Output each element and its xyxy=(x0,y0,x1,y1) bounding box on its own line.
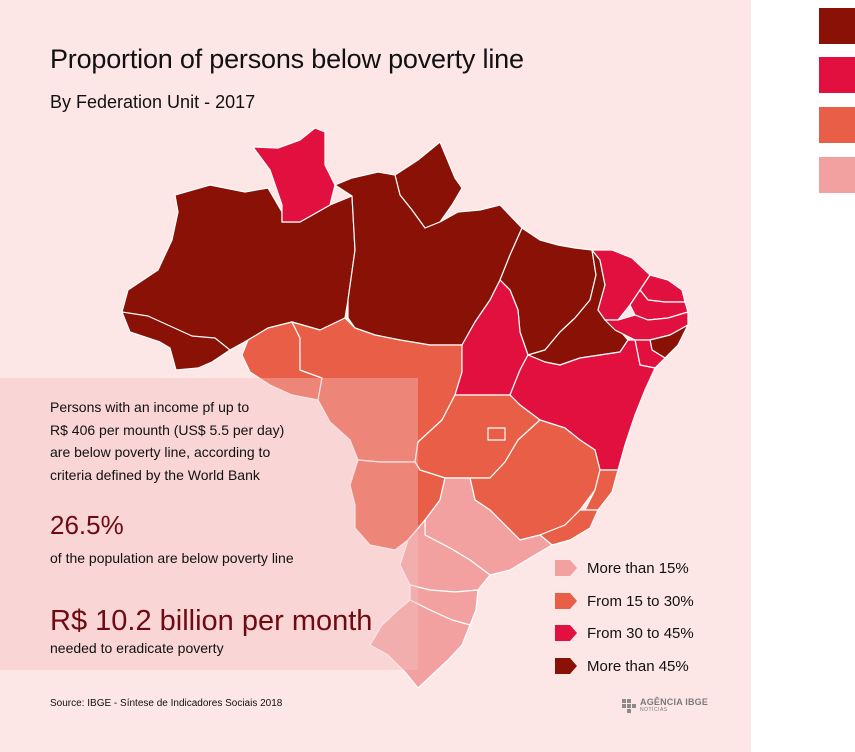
legend-label: From 30 to 45% xyxy=(587,624,694,642)
palette-swatch-red xyxy=(819,57,855,93)
palette-swatch-pink xyxy=(819,157,855,193)
palette-swatch-dark-red xyxy=(819,8,855,44)
stat-cost-label: needed to eradicate poverty xyxy=(50,640,224,656)
stat-poverty-rate: 26.5% xyxy=(50,510,124,540)
legend-arrow-icon xyxy=(555,658,577,674)
description: Persons with an income pf up to R$ 406 p… xyxy=(50,396,350,486)
stat-cost: R$ 10.2 billion per month xyxy=(50,605,373,637)
info-panel xyxy=(0,378,418,670)
legend-item: More than 45% xyxy=(555,656,689,676)
page-subtitle: By Federation Unit - 2017 xyxy=(50,92,256,112)
region-ceara xyxy=(591,249,651,321)
region-rio-de-janeiro xyxy=(539,509,599,546)
page-title: Proportion of persons below poverty line xyxy=(50,44,524,74)
description-line: Persons with an income pf up to xyxy=(50,399,250,415)
region-parana xyxy=(399,519,491,593)
logo-name: AGÊNCIA IBGE xyxy=(640,697,709,707)
source-note: Source: IBGE - Síntese de Indicadores So… xyxy=(50,698,283,709)
legend-item: More than 15% xyxy=(555,558,689,578)
region-pernambuco xyxy=(604,311,689,341)
legend-label: More than 15% xyxy=(587,559,689,577)
palette-swatch-orange xyxy=(819,107,855,143)
brazil-map xyxy=(121,127,689,689)
description-line: criteria defined by the World Bank xyxy=(50,466,260,483)
description-line: are below poverty line, according to xyxy=(50,444,271,460)
legend-label: From 15 to 30% xyxy=(587,592,694,610)
region-acre xyxy=(121,311,231,371)
legend-arrow-icon xyxy=(555,560,577,576)
logo-sub: NOTÍCIAS xyxy=(640,707,668,713)
legend-item: From 30 to 45% xyxy=(555,623,694,643)
agencia-ibge-logo: AGÊNCIA IBGE NOTÍCIAS xyxy=(622,698,708,713)
region-rio-grande-do-sul xyxy=(369,599,471,689)
description-line: R$ 406 per mounth (US$ 5.5 per day) xyxy=(50,421,285,438)
region-distrito-federal xyxy=(487,427,506,441)
legend-label: More than 45% xyxy=(587,657,689,675)
stat-poverty-rate-label: of the population are below poverty line xyxy=(50,550,294,566)
legend-arrow-icon xyxy=(555,593,577,609)
legend-item: From 15 to 30% xyxy=(555,591,694,611)
ibge-logo-icon xyxy=(622,698,636,713)
legend-arrow-icon xyxy=(555,625,577,641)
